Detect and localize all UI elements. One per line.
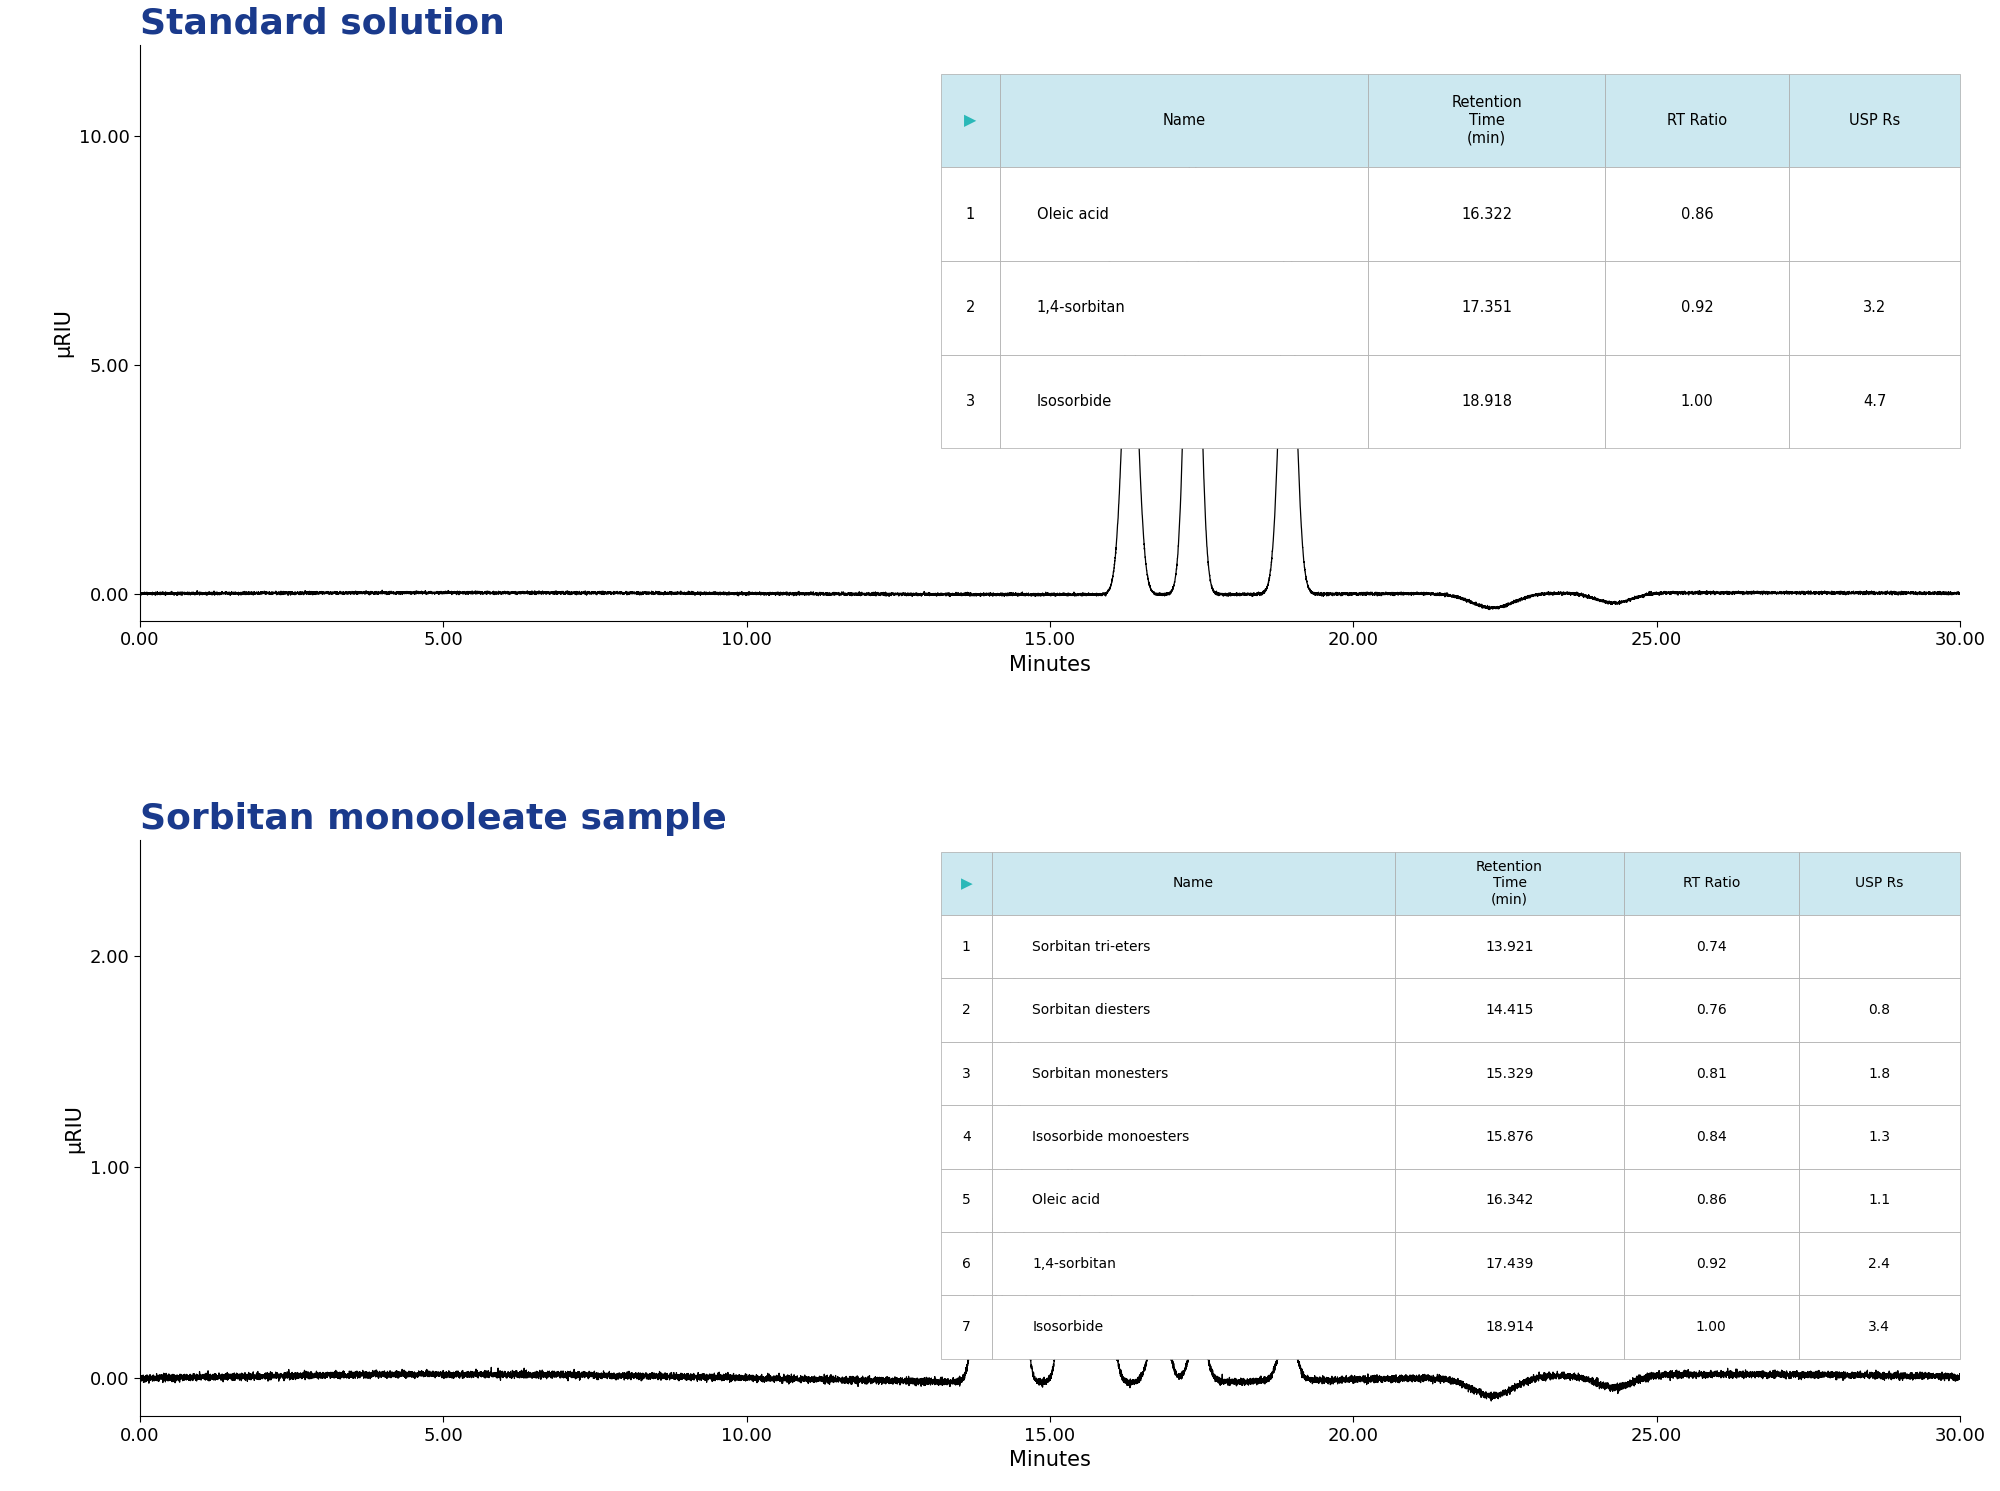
X-axis label: Minutes: Minutes — [1010, 655, 1090, 675]
Text: 2: 2 — [1180, 82, 1194, 101]
Text: 4: 4 — [1100, 1178, 1112, 1197]
Text: 5: 5 — [1144, 1270, 1156, 1290]
Text: 3: 3 — [1286, 173, 1300, 194]
Text: 1: 1 — [958, 1082, 970, 1102]
Text: 3: 3 — [1066, 1126, 1080, 1144]
Text: 6: 6 — [1188, 1291, 1202, 1311]
Text: 1: 1 — [1102, 250, 1116, 271]
Text: Sorbitan monooleate sample: Sorbitan monooleate sample — [140, 802, 726, 836]
Text: 2: 2 — [1006, 945, 1018, 965]
Text: Standard solution: Standard solution — [140, 6, 504, 40]
Y-axis label: µRIU: µRIU — [64, 1103, 84, 1153]
X-axis label: Minutes: Minutes — [1010, 1451, 1090, 1470]
Y-axis label: µRIU: µRIU — [54, 309, 74, 358]
Text: 7: 7 — [1284, 1303, 1296, 1321]
